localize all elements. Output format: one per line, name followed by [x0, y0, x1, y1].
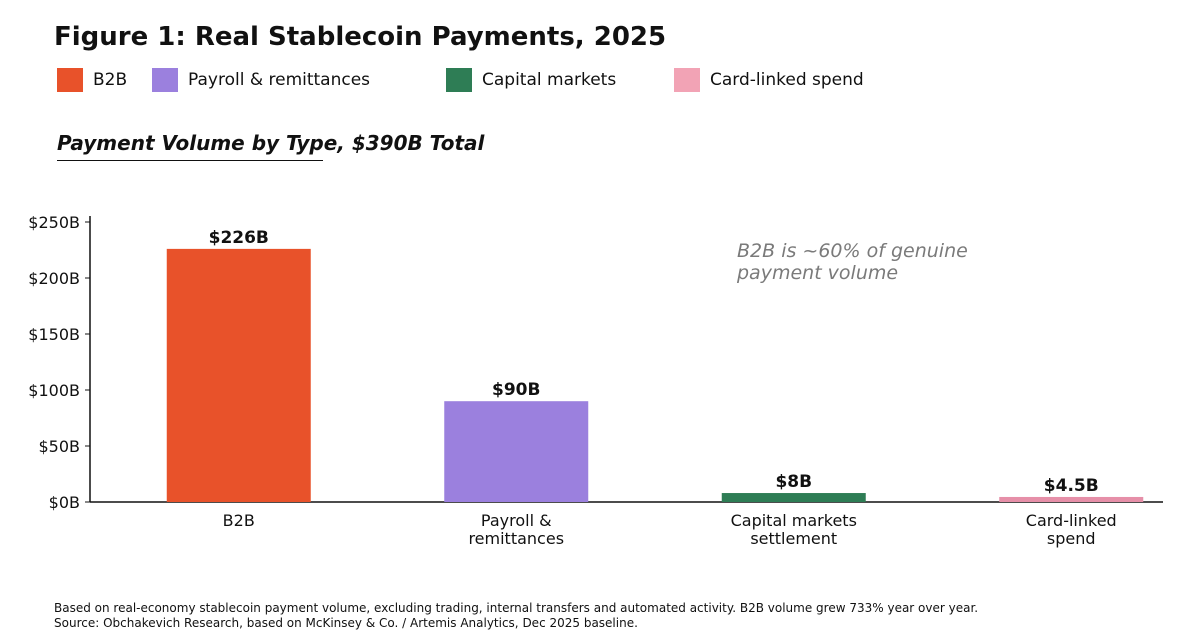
legend-swatch-card-linked: [674, 68, 700, 92]
x-tick-label: Payroll &: [481, 511, 552, 530]
bar-value-label: $226B: [209, 228, 269, 248]
legend: B2B Payroll & remittances Capital market…: [0, 0, 1199, 100]
x-tick-label: Card-linked: [1026, 511, 1117, 530]
legend-label-card-linked: Card-linked spend: [710, 70, 864, 90]
bar-value-label: $90B: [492, 380, 540, 400]
footnote-line-1: Based on real-economy stablecoin payment…: [54, 601, 979, 615]
legend-label-b2b: B2B: [93, 70, 128, 90]
legend-item-b2b: B2B: [57, 68, 127, 92]
x-tick-label: B2B: [223, 511, 255, 530]
y-tick-label: $150B: [28, 325, 80, 344]
legend-item-capital-markets: Capital markets: [446, 68, 616, 92]
x-tick-label: settlement: [750, 529, 837, 548]
bar: [166, 248, 311, 502]
y-tick-label: $50B: [38, 437, 80, 456]
legend-label-capital-markets: Capital markets: [482, 70, 617, 90]
legend-item-card-linked: Card-linked spend: [674, 68, 864, 92]
legend-item-payroll: Payroll & remittances: [152, 68, 370, 92]
subtitle-underline: [57, 160, 323, 161]
x-tick-label: spend: [1047, 529, 1096, 548]
bar-value-label: $4.5B: [1044, 476, 1099, 496]
bar: [999, 496, 1144, 502]
x-tick-label: remittances: [468, 529, 564, 548]
y-tick-label: $250B: [28, 213, 80, 232]
footnote-line-2: Source: Obchakevich Research, based on M…: [54, 616, 638, 630]
legend-swatch-payroll: [152, 68, 178, 92]
chart-annotation: B2B is ~60% of genuine: [737, 240, 968, 262]
bar-value-label: $8B: [775, 472, 812, 492]
legend-label-payroll: Payroll & remittances: [188, 70, 371, 90]
chart-subtitle: Payment Volume by Type, $390B Total: [57, 131, 485, 155]
bar: [444, 401, 589, 502]
bar: [721, 493, 866, 502]
x-tick-label: Capital markets: [731, 511, 857, 530]
chart-title: Figure 1: Real Stablecoin Payments, 2025: [54, 22, 667, 52]
chart-annotation: payment volume: [736, 262, 898, 284]
y-tick-label: $100B: [28, 381, 80, 400]
y-tick-label: $200B: [28, 269, 80, 288]
y-tick-label: $0B: [49, 493, 80, 512]
legend-swatch-b2b: [57, 68, 83, 92]
legend-swatch-capital-markets: [446, 68, 472, 92]
footnote: Based on real-economy stablecoin payment…: [54, 601, 978, 631]
